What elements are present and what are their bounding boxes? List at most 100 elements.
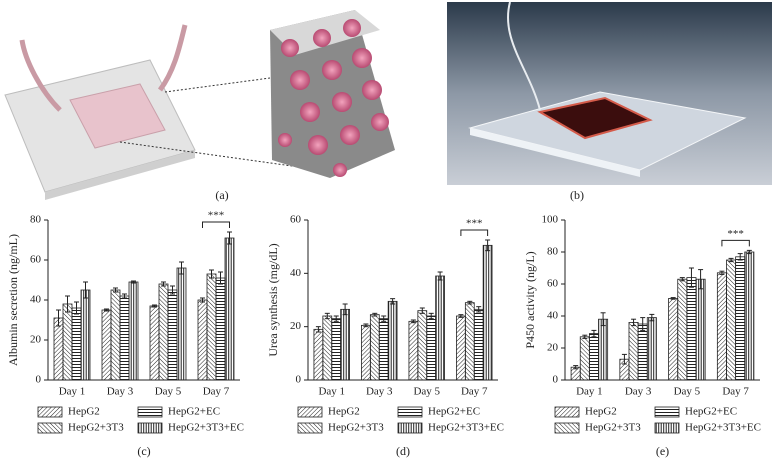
caption: (e): [656, 444, 669, 458]
error-bar: [688, 267, 694, 288]
error-bar: [600, 312, 606, 327]
y-tick-label: 60: [547, 278, 559, 290]
error-bar: [640, 317, 646, 331]
x-tick-label: Day 1: [576, 386, 603, 398]
y-tick-label: 20: [547, 342, 559, 354]
chip-illustration: [4, 10, 395, 200]
bar: [62, 303, 73, 381]
error-bar: [573, 365, 579, 370]
error-bar: [381, 315, 387, 322]
caption: (d): [396, 444, 410, 458]
error-bar: [342, 303, 348, 316]
legend-swatch: [297, 422, 323, 434]
legend-label: HepG2+3T3: [328, 422, 384, 434]
legend-swatch: [554, 422, 580, 434]
error-bar: [104, 308, 109, 312]
significance-bracket: [721, 239, 750, 247]
bar: [149, 305, 160, 381]
bar: [598, 318, 609, 381]
error-bar: [428, 312, 434, 320]
error-bar: [485, 239, 491, 252]
error-bar: [170, 285, 175, 295]
error-bar: [631, 318, 637, 327]
y-tick-label: 20: [290, 320, 302, 332]
legend-label: HepG2: [68, 406, 100, 418]
x-tick-label: Day 5: [674, 386, 701, 398]
legend-swatch: [654, 406, 680, 418]
chip-photo: [447, 1, 772, 185]
bar: [637, 323, 648, 381]
error-bar: [56, 309, 61, 327]
error-bar: [419, 307, 425, 314]
error-bar: [746, 249, 752, 255]
x-tick-label: Day 1: [59, 386, 86, 398]
bar: [206, 273, 217, 381]
error-bar: [83, 281, 88, 299]
bar: [378, 318, 389, 381]
y-tick-label: 40: [547, 310, 559, 322]
x-tick-label: Day 3: [625, 386, 652, 398]
y-tick-label: 0: [36, 374, 42, 386]
bar: [686, 277, 697, 381]
legend-label: HepG2+EC: [168, 406, 220, 418]
bar: [464, 302, 475, 381]
error-bar: [65, 295, 70, 313]
bar: [197, 299, 208, 381]
bar: [53, 317, 64, 381]
bar: [588, 333, 599, 381]
bar: [331, 318, 342, 381]
legend-label: HepG2: [585, 406, 617, 418]
bar: [435, 275, 445, 381]
error-bar: [315, 326, 321, 333]
bar: [735, 256, 746, 381]
y-axis-label: P450 activity (ng/L): [523, 251, 537, 348]
error-bar: [670, 297, 676, 300]
y-tick-label: 100: [542, 214, 559, 226]
error-bar: [582, 334, 588, 339]
bar: [369, 314, 380, 381]
bar: [176, 267, 187, 381]
error-bar: [122, 293, 127, 299]
y-tick-label: 60: [290, 214, 302, 226]
legend-swatch: [554, 406, 580, 418]
y-tick-label: 60: [30, 254, 42, 266]
error-bar: [218, 271, 223, 285]
bar: [158, 283, 169, 381]
error-bar: [591, 329, 597, 338]
error-bar: [74, 301, 79, 315]
y-tick-label: 80: [30, 214, 42, 226]
error-bar: [621, 353, 627, 365]
legend-label: HepG2+3T3: [585, 422, 641, 434]
bar: [128, 281, 139, 381]
error-bar: [728, 257, 734, 263]
legend-swatch: [37, 422, 63, 434]
error-bar: [649, 313, 655, 322]
bar: [744, 251, 755, 381]
bar: [71, 307, 82, 381]
bar: [408, 320, 419, 381]
error-bar: [719, 270, 725, 275]
error-bar: [458, 314, 464, 318]
error-bar: [476, 306, 482, 313]
bar: [80, 289, 91, 381]
bar: [110, 289, 121, 381]
error-bar: [410, 319, 416, 324]
bar: [473, 308, 484, 381]
bar: [677, 278, 688, 381]
y-tick-label: 40: [290, 267, 302, 279]
bar: [322, 315, 333, 381]
legend-label: HepG2+EC: [685, 406, 737, 418]
y-tick-label: 20: [30, 334, 42, 346]
bar: [695, 278, 706, 381]
bar: [215, 277, 226, 381]
bar: [579, 336, 590, 381]
significance-bracket: [202, 221, 230, 228]
significance-label: ***: [208, 210, 225, 222]
caption: (b): [570, 188, 584, 202]
x-tick-label: Day 3: [107, 386, 134, 398]
error-bar: [390, 298, 396, 305]
x-tick-label: Day 1: [318, 386, 345, 398]
x-tick-label: Day 7: [722, 386, 749, 398]
error-bar: [737, 253, 743, 261]
